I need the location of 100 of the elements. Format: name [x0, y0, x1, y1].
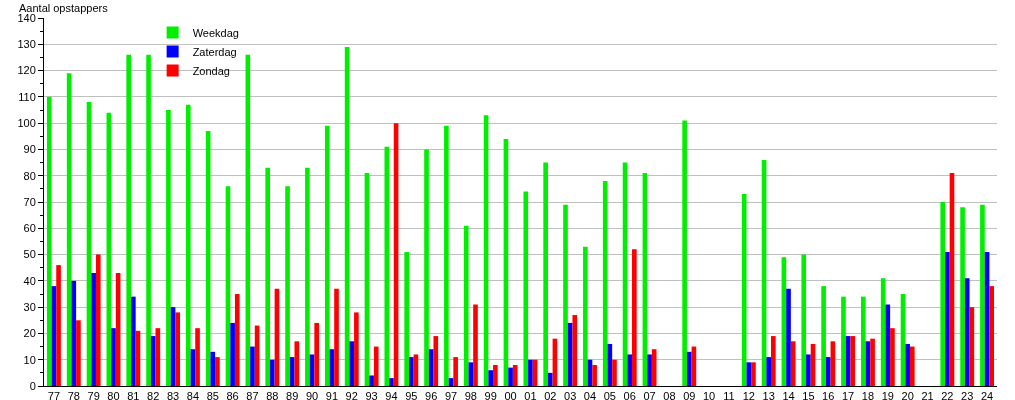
- bar: [905, 343, 910, 386]
- y-tick-label: 140: [17, 11, 36, 24]
- x-tick-label: 89: [286, 390, 299, 400]
- y-tick-label: 80: [23, 169, 36, 182]
- bar: [989, 286, 995, 386]
- x-tick-label: 24: [980, 390, 994, 400]
- y-tick-label: 110: [18, 90, 36, 103]
- x-tick-label: 82: [147, 390, 160, 400]
- y-tick-label: 20: [23, 327, 36, 340]
- x-tick-label: 93: [365, 390, 378, 400]
- bar: [592, 364, 597, 386]
- bar: [523, 191, 529, 386]
- bar: [741, 194, 747, 386]
- x-tick-label: 80: [107, 390, 120, 400]
- bar: [444, 125, 449, 386]
- x-tick-label: 04: [583, 390, 597, 400]
- bar: [71, 280, 77, 386]
- bar: [354, 312, 359, 386]
- x-tick-label: 78: [67, 390, 80, 400]
- bar: [250, 346, 255, 386]
- bar: [547, 372, 553, 386]
- bar: [583, 246, 588, 386]
- bar: [369, 375, 374, 386]
- bar: [850, 336, 856, 386]
- bar: [230, 322, 235, 386]
- bar: [602, 180, 608, 386]
- bar: [324, 125, 330, 386]
- bar: [56, 265, 61, 386]
- bar: [651, 349, 657, 386]
- bar: [404, 251, 409, 386]
- bar: [572, 315, 578, 386]
- bar: [453, 357, 458, 386]
- y-tick-label: 0: [29, 379, 36, 392]
- x-tick-label: 77: [47, 390, 61, 400]
- bar: [408, 357, 414, 386]
- bar: [215, 357, 220, 386]
- bar: [766, 357, 771, 386]
- x-tick-label: 86: [226, 390, 239, 400]
- x-tick-label: 97: [444, 390, 458, 400]
- bar: [647, 354, 652, 386]
- bar: [76, 320, 81, 386]
- legend-label: Zondag: [192, 64, 230, 77]
- bar: [493, 364, 498, 386]
- x-tick-label: 02: [544, 390, 557, 400]
- x-tick-label: 92: [345, 390, 358, 400]
- bar: [980, 204, 985, 386]
- bar: [612, 359, 617, 386]
- bar: [195, 328, 200, 386]
- bar: [185, 104, 191, 386]
- y-tick-label: 100: [17, 116, 36, 129]
- bar: [861, 296, 866, 386]
- x-tick-label: 06: [623, 390, 636, 400]
- x-tick-label: 84: [186, 390, 200, 400]
- x-tick-label: 22: [941, 390, 954, 400]
- x-tick-label: 18: [861, 390, 875, 400]
- x-tick-label: 00: [504, 390, 517, 400]
- x-tick-label: 85: [206, 390, 219, 400]
- x-tick-label: 23: [961, 390, 974, 400]
- bar: [146, 54, 151, 386]
- x-tick-label: 21: [921, 390, 934, 400]
- y-tick-label: 120: [17, 64, 36, 77]
- x-tick-label: 81: [127, 390, 140, 400]
- x-tick-label: 07: [643, 390, 656, 400]
- bar: [512, 364, 518, 386]
- x-tick-label: 10: [702, 390, 716, 400]
- bar: [841, 296, 846, 386]
- y-tick-label: 10: [23, 353, 36, 366]
- x-tick-label: 98: [464, 390, 477, 400]
- bar: [543, 162, 548, 386]
- legend-label: Zaterdag: [192, 45, 237, 58]
- y-tick-label: 90: [23, 143, 36, 156]
- x-tick-label: 11: [723, 390, 735, 400]
- y-tick-label: 50: [23, 248, 36, 261]
- bar: [424, 149, 429, 386]
- x-tick-label: 01: [524, 390, 537, 400]
- x-tick-label: 14: [782, 390, 795, 400]
- bar: [463, 225, 469, 386]
- x-tick-label: 94: [385, 390, 398, 400]
- bar: [433, 336, 439, 386]
- bar: [806, 354, 811, 386]
- bar: [508, 367, 513, 386]
- bar: [285, 186, 290, 386]
- x-tick-label: 96: [425, 390, 438, 400]
- y-tick-label: 40: [23, 274, 36, 287]
- x-tick-label: 88: [266, 390, 279, 400]
- y-axis-title: Aantal opstappers: [19, 2, 109, 14]
- bar: [349, 341, 355, 386]
- x-tick-label: 03: [564, 390, 577, 400]
- bar: [945, 251, 950, 386]
- bar: [632, 249, 637, 386]
- bar: [389, 378, 394, 386]
- bar: [528, 359, 533, 386]
- x-tick-label: 16: [822, 390, 835, 400]
- x-tick-label: 95: [405, 390, 418, 400]
- x-tick-label: 15: [802, 390, 815, 400]
- x-tick-label: 20: [901, 390, 914, 400]
- x-tick-label: 19: [881, 390, 894, 400]
- bar: [305, 167, 310, 386]
- bar: [294, 341, 300, 386]
- bar: [473, 304, 478, 386]
